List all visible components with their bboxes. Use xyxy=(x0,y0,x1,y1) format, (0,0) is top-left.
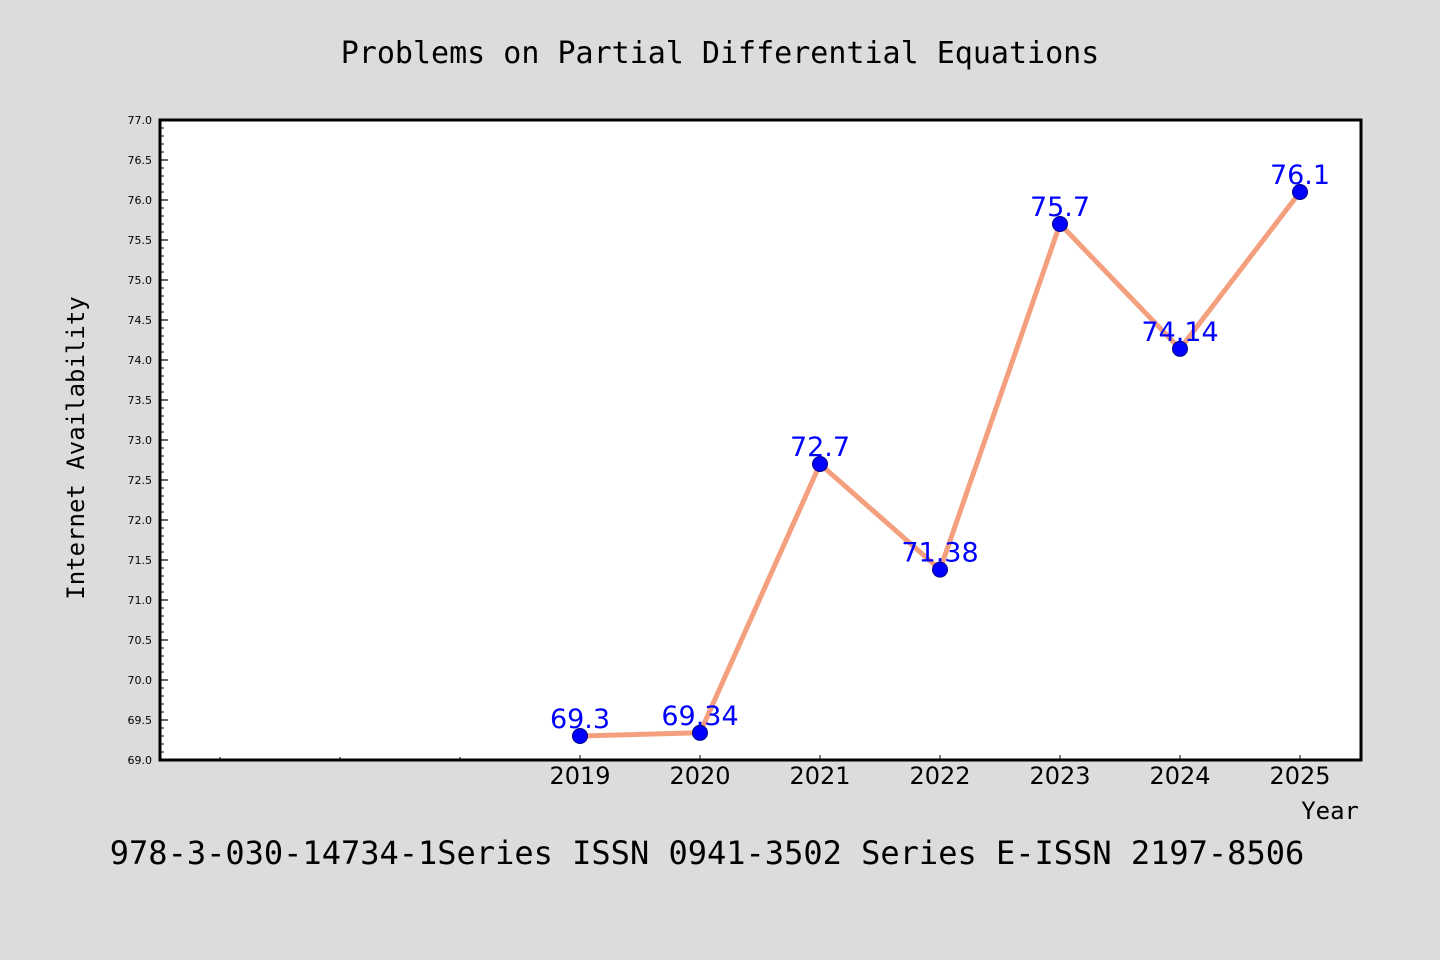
data-point xyxy=(692,724,708,741)
data-labels: 69.3 69.34 72.7 71.38 75.7 74.14 76.1 xyxy=(550,160,1330,735)
data-point xyxy=(572,728,588,744)
y-tick-label: 69.5 xyxy=(128,714,153,727)
y-tick-label: 72.0 xyxy=(128,514,153,527)
plot-area xyxy=(158,118,1363,762)
y-axis-label: Internet Availability xyxy=(62,296,90,599)
y-tick-label: 75.0 xyxy=(128,274,153,287)
footer-text: 978-3-030-14734-1Series ISSN 0941-3502 S… xyxy=(110,834,1304,872)
y-tick-label: 72.5 xyxy=(128,474,153,487)
data-point xyxy=(1292,184,1308,200)
y-tick-label: 70.5 xyxy=(128,634,153,647)
y-tick-label: 71.0 xyxy=(128,594,153,607)
data-point xyxy=(1172,340,1188,357)
data-label: 75.7 xyxy=(1030,192,1090,223)
x-axis: 2019 2020 2021 2022 2023 2024 2025 xyxy=(219,755,1331,790)
y-tick-label: 74.0 xyxy=(128,354,153,367)
y-tick-label: 73.5 xyxy=(128,394,153,407)
y-tick-label: 70.0 xyxy=(128,674,153,687)
data-point xyxy=(932,561,948,578)
y-tick-label: 76.0 xyxy=(128,194,153,207)
data-point xyxy=(1052,216,1068,232)
x-tick-label: 2025 xyxy=(1269,762,1330,790)
y-tick-label: 77.0 xyxy=(128,114,153,127)
y-tick-label: 75.5 xyxy=(128,234,153,247)
y-axis: 69.0 69.5 70.0 70.5 71.0 71.5 72.0 72.5 73.0 73.5… xyxy=(128,114,168,767)
chart-title: Problems on Partial Differential Equatio… xyxy=(341,36,1100,71)
x-tick-label: 2020 xyxy=(669,762,730,790)
data-label: 69.34 xyxy=(661,701,738,732)
data-label: 69.3 xyxy=(550,704,610,735)
x-tick-label: 2023 xyxy=(1029,762,1090,790)
x-tick-label: 2019 xyxy=(549,762,610,790)
y-tick-label: 73.0 xyxy=(128,434,153,447)
x-tick-label: 2022 xyxy=(909,762,970,790)
data-label: 76.1 xyxy=(1270,160,1330,191)
data-point xyxy=(812,456,828,472)
x-tick-label: 2024 xyxy=(1149,762,1210,790)
data-label: 71.38 xyxy=(901,538,978,569)
data-label: 74.14 xyxy=(1141,317,1218,348)
y-tick-label: 76.5 xyxy=(128,154,153,167)
data-markers xyxy=(572,184,1308,744)
y-tick-label: 71.5 xyxy=(128,554,153,567)
y-tick-label: 74.5 xyxy=(128,314,153,327)
data-label: 72.7 xyxy=(790,432,850,463)
x-tick-label: 2021 xyxy=(789,762,850,790)
x-axis-label: Year xyxy=(1301,797,1359,825)
y-tick-label: 69.0 xyxy=(128,754,153,767)
